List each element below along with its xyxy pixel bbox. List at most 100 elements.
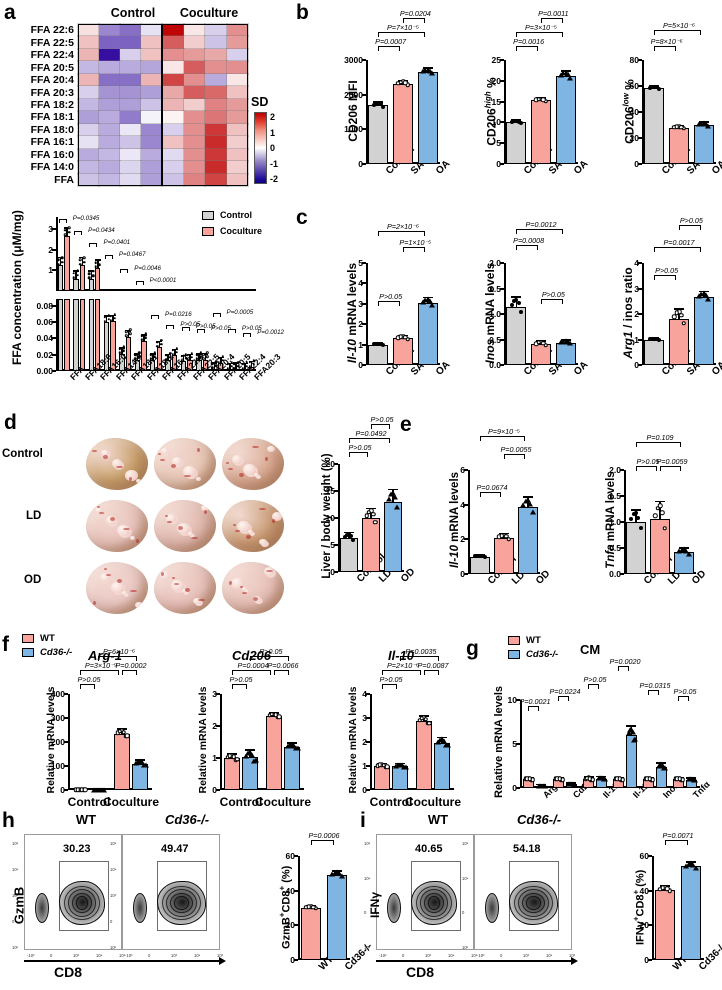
liver-vessel	[240, 586, 243, 588]
flow-contour-ring	[428, 896, 440, 910]
bracket	[654, 275, 676, 280]
colorbar-tick: 0	[270, 143, 276, 153]
flow-x-tick: 10⁴	[546, 953, 553, 958]
ffa-errcap	[94, 259, 101, 261]
p-value-label: P=0.0007	[375, 37, 407, 46]
error-cap	[511, 296, 522, 298]
liver-vessel	[104, 568, 107, 570]
p-value-label: P=0.0002	[115, 661, 147, 670]
ffa-errcap	[202, 352, 209, 355]
y-tick-label: 3	[358, 298, 363, 309]
y-tick-mark	[464, 573, 468, 575]
bracket	[212, 313, 221, 317]
bracket	[181, 327, 190, 331]
heatmap-cell	[77, 97, 100, 113]
heatmap-cell	[182, 147, 206, 163]
ffa-point	[118, 347, 122, 351]
data-point	[679, 124, 684, 130]
data-point	[373, 519, 378, 525]
data-point	[519, 121, 524, 126]
data-point	[342, 534, 347, 539]
panel-f: f WT Cd36-/- Control Coculture 0 100 200 300 40…	[0, 624, 464, 809]
ffa-errcap	[211, 361, 218, 364]
y-axis-title: Il-10 mRNA levels	[449, 471, 461, 569]
y-axis	[642, 263, 644, 365]
y-tickmark-lower	[52, 337, 56, 340]
ffa-bar-upper-FFA18:0	[73, 278, 79, 291]
ffa-point	[153, 351, 156, 354]
data-point	[572, 782, 579, 788]
y-tick-mark	[216, 789, 220, 791]
p-value-label: P>0.05	[348, 443, 372, 452]
sig-control-vs-coculture-wt: P=2×10⁻⁶	[382, 661, 424, 676]
panel-i-x-arrowhead	[571, 957, 578, 965]
ffa-point	[252, 359, 255, 362]
data-point	[370, 512, 376, 517]
p-value-label: P>0.05	[636, 457, 660, 466]
liver-nodule	[188, 532, 193, 537]
liver-vessel	[228, 468, 233, 470]
plot-area: 0 2 4 6	[460, 465, 540, 579]
y-tickmark-upper	[52, 228, 56, 231]
data-point	[560, 70, 567, 76]
bar-Control	[368, 105, 389, 164]
ffa-bar-FFA22:5	[187, 360, 193, 371]
legend-swatch-control	[202, 211, 214, 220]
ffa-bar-FFA16:1	[150, 359, 156, 371]
data-point	[349, 534, 354, 539]
flow-contour-ring	[170, 892, 193, 914]
data-point	[422, 67, 429, 73]
data-point	[634, 511, 638, 516]
ffa-point	[140, 338, 144, 341]
ffa-sig-FFA22:4: P>0.05	[227, 325, 262, 334]
data-point	[480, 554, 485, 559]
heatmap-cell	[225, 47, 249, 63]
data-point	[429, 302, 436, 308]
heatmap-cell	[225, 172, 249, 188]
data-point	[683, 548, 690, 554]
liver-nodule	[92, 443, 97, 448]
sig-ld-vs-od: P=0.0059	[657, 457, 687, 472]
flow-population-main	[59, 881, 105, 925]
ffa-point	[87, 272, 91, 275]
panel-i-flow1-title: WT	[427, 812, 449, 827]
p-value-label: P=8×10⁻⁶	[650, 37, 683, 46]
p-value-label: P<0.0001	[149, 277, 177, 284]
bracket	[654, 46, 676, 51]
ffa-point	[252, 363, 255, 366]
bracket	[558, 696, 569, 701]
flow-y-tick: 10²	[110, 945, 117, 950]
flow-x-tick: 10⁴	[448, 953, 455, 958]
ffa-point	[61, 256, 64, 260]
heatmap-cell	[98, 172, 121, 188]
y-tick-mark	[362, 163, 366, 165]
liver-nodule	[256, 475, 261, 480]
panel-i: i WT Cd36-/- 10⁵ 10⁴ 0 10² -10² 0 10³ 10⁴ 10⁵ 40.…	[358, 806, 722, 990]
p-value-label: P=0.0055	[500, 445, 532, 454]
ffa-errcap	[134, 352, 141, 355]
heatmap-cell	[140, 85, 163, 100]
panel-h-label: h	[2, 809, 15, 832]
heatmap-cell	[98, 47, 121, 63]
y-axis-title-italic: Inos	[483, 338, 497, 364]
heatmap-cell	[77, 22, 100, 38]
data-point	[441, 738, 448, 744]
ffa-sig-FFA20:3: P=0.0012	[243, 329, 284, 338]
panel-c: c ControlSAOA012345Il-10 mRNA levelsP>0.…	[296, 205, 722, 405]
superscript: high	[483, 91, 493, 109]
heatmap-row-label: FFA 18:0	[30, 123, 74, 136]
data-point	[680, 777, 685, 782]
y-tick-label: 20	[325, 459, 335, 469]
y-tick-mark	[334, 571, 338, 573]
heatmap-cell	[204, 22, 228, 38]
bracket	[516, 229, 563, 234]
data-point	[638, 525, 643, 530]
data-point	[541, 97, 546, 102]
y-tick-mark	[464, 469, 468, 471]
data-point	[657, 86, 662, 91]
ffa-point	[63, 228, 67, 232]
y-tick-label: 0	[60, 785, 65, 795]
heatmap-cell	[225, 72, 249, 88]
y-tick-label: 0	[460, 569, 465, 579]
y-tick-label: 1	[634, 334, 639, 345]
